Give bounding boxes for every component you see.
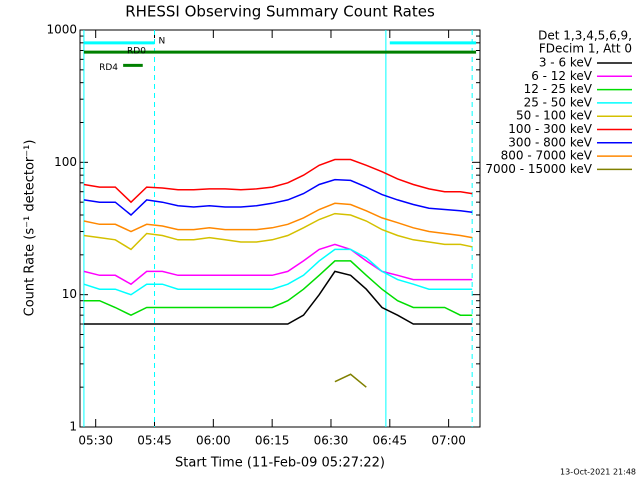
y-tick-label: 100 [54,155,77,169]
x-tick-label: 06:30 [314,434,349,448]
series-line [83,158,473,204]
flag-label: RD4 [99,63,118,73]
y-axis-label: Count Rate (s⁻¹ detector⁻¹) [23,140,38,317]
legend-label: 6 - 12 keV [531,69,593,83]
legend-header: Det 1,3,4,5,6,9, [538,29,632,43]
legend-label: 100 - 300 keV [508,122,592,136]
series-line [83,202,473,239]
x-tick-label: 07:00 [431,434,466,448]
legend-header: FDecim 1, Att 0 [539,42,632,56]
x-tick-label: 06:00 [196,434,231,448]
y-tick-label: 1000 [46,23,77,37]
flag-label: RD0 [127,47,146,57]
series-line [83,260,473,317]
series-line [83,243,473,286]
legend-label: 50 - 100 keV [516,109,593,123]
x-tick-label: 05:30 [78,434,113,448]
series-line [83,270,473,325]
series-line [83,178,473,217]
chart-title: RHESSI Observing Summary Count Rates [125,3,435,21]
x-tick-label: 06:45 [373,434,408,448]
x-tick-label: 06:15 [255,434,290,448]
y-tick-label: 10 [62,287,77,301]
legend-label: 7000 - 15000 keV [485,162,592,176]
x-axis-label: Start Time (11-Feb-09 05:27:22) [175,456,385,471]
series-line [334,373,367,388]
legend-label: 25 - 50 keV [524,95,593,109]
legend-label: 300 - 800 keV [508,135,592,149]
plot-frame [79,29,481,428]
x-tick-label: 05:45 [137,434,172,448]
flag-label: N [159,36,166,46]
series-line [83,248,473,296]
series-line [83,212,473,251]
legend-label: 3 - 6 keV [539,56,593,70]
legend-label: 12 - 25 keV [524,82,593,96]
footer: 13-Oct-2021 21:48 [560,468,636,477]
legend-label: 800 - 7000 keV [501,149,593,163]
y-tick-label: 1 [69,420,77,434]
